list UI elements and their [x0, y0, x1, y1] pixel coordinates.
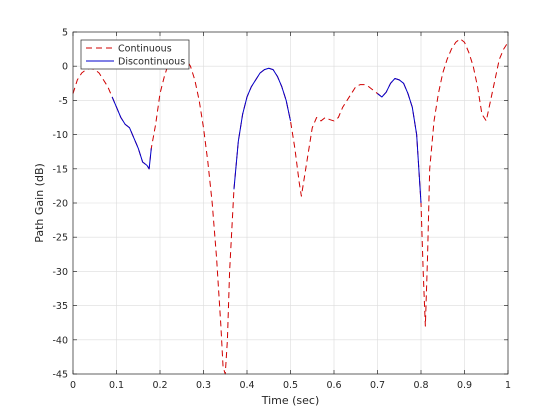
y-tick-label: -40 [52, 335, 68, 346]
y-tick-label: 0 [62, 62, 68, 73]
series-segment-discontinuous [233, 67, 291, 190]
y-tick-label: -30 [52, 267, 68, 278]
x-tick-label: 0.4 [239, 380, 254, 391]
x-axis-label: Time (sec) [261, 394, 320, 407]
series-segment-discontinuous [111, 96, 152, 170]
x-tick-label: 0.8 [413, 380, 428, 391]
y-tick-label: -5 [59, 96, 68, 107]
y-tick-label: -45 [52, 370, 68, 381]
y-tick-label: 5 [62, 28, 68, 39]
x-tick-label: 0.7 [370, 380, 385, 391]
x-tick-label: 0.6 [326, 380, 341, 391]
y-axis-label: Path Gain (dB) [33, 163, 46, 243]
y-tick-label: -10 [52, 130, 68, 141]
ticks [72, 31, 509, 375]
legend-label-discontinuous: Discontinuous [118, 57, 185, 68]
x-tick-label: 0.1 [109, 380, 124, 391]
y-tick-label: -20 [52, 199, 68, 210]
y-tick-label: -35 [52, 301, 68, 312]
x-tick-label: 0.2 [152, 380, 167, 391]
series-segment-discontinuous [377, 78, 422, 204]
legend-box [80, 39, 190, 70]
legend-label-continuous: Continuous [118, 44, 172, 55]
x-tick-label: 0.5 [283, 380, 298, 391]
tick-labels: 0 0.1 0.2 0.3 0.4 0.5 0.6 0.7 0.8 0.9 1 5 0 -5 -10 -15 -… [52, 28, 511, 392]
x-tick-label: 0.9 [457, 380, 472, 391]
x-tick-label: 0 [70, 380, 76, 391]
y-tick-label: -25 [52, 233, 68, 244]
x-tick-label: 0.3 [196, 380, 211, 391]
x-tick-label: 1 [505, 380, 511, 391]
y-tick-label: -15 [52, 164, 68, 175]
legend: Continuous Discontinuous [80, 39, 190, 70]
series-layer [72, 38, 509, 375]
